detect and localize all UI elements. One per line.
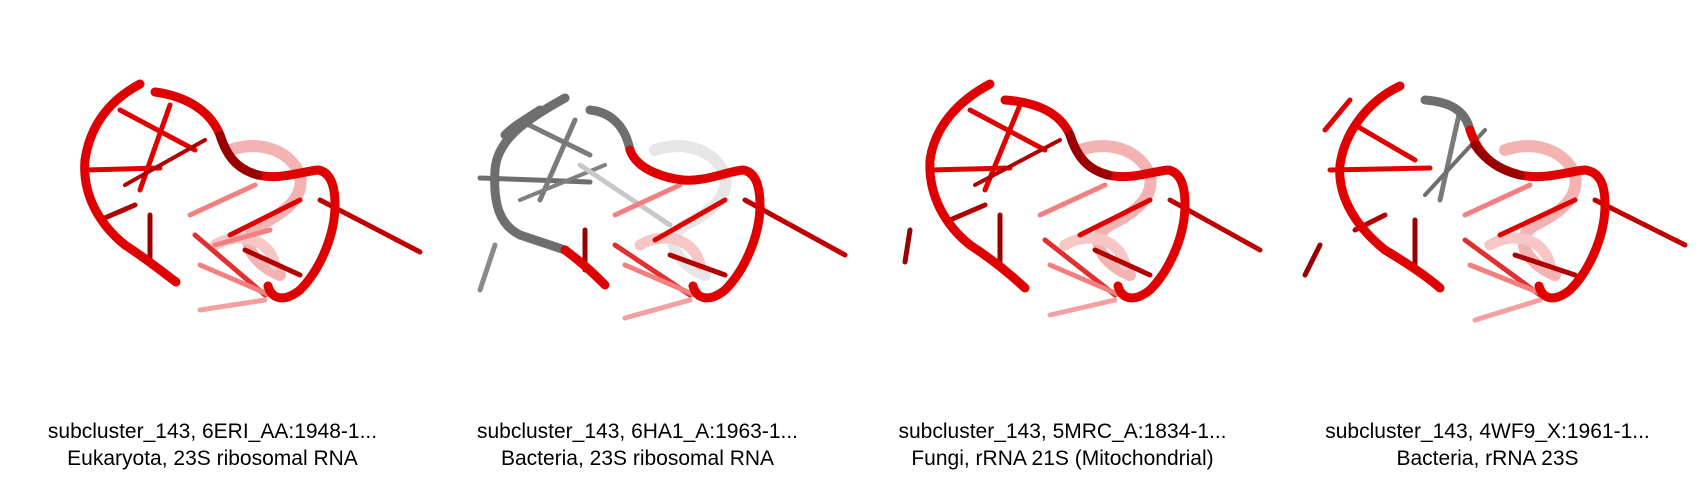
structure-panel-6eri: subcluster_143, 6ERI_AA:1948-1... Eukary…: [0, 0, 425, 480]
caption-title: subcluster_143, 6ERI_AA:1948-1...: [47, 420, 378, 443]
structure-panel-6ha1: subcluster_143, 6HA1_A:1963-1... Bacteri…: [425, 0, 850, 480]
panel-caption: subcluster_143, 6ERI_AA:1948-1... Eukary…: [0, 418, 425, 472]
caption-title: subcluster_143, 5MRC_A:1834-1...: [898, 420, 1227, 443]
caption-subtitle: Fungi, rRNA 21S (Mitochondrial): [911, 447, 1214, 470]
caption-title: subcluster_143, 6HA1_A:1963-1...: [476, 420, 799, 443]
rna-structure-render: [1302, 81, 1688, 323]
caption-subtitle: Bacteria, 23S ribosomal RNA: [500, 447, 775, 470]
caption-subtitle: Eukaryota, 23S ribosomal RNA: [67, 447, 358, 470]
rna-structure-render: [477, 93, 848, 321]
panel-caption: subcluster_143, 6HA1_A:1963-1... Bacteri…: [425, 418, 850, 472]
structure-panel-4wf9: subcluster_143, 4WF9_X:1961-1... Bacteri…: [1275, 0, 1700, 480]
caption-title: subcluster_143, 4WF9_X:1961-1...: [1325, 420, 1650, 443]
rna-structure-render: [902, 79, 1263, 318]
rna-structure-render: [80, 79, 423, 313]
caption-subtitle: Bacteria, rRNA 23S: [1396, 447, 1579, 470]
structure-panel-5mrc: subcluster_143, 5MRC_A:1834-1... Fungi, …: [850, 0, 1275, 480]
panel-caption: subcluster_143, 5MRC_A:1834-1... Fungi, …: [850, 418, 1275, 472]
panel-caption: subcluster_143, 4WF9_X:1961-1... Bacteri…: [1275, 418, 1700, 472]
